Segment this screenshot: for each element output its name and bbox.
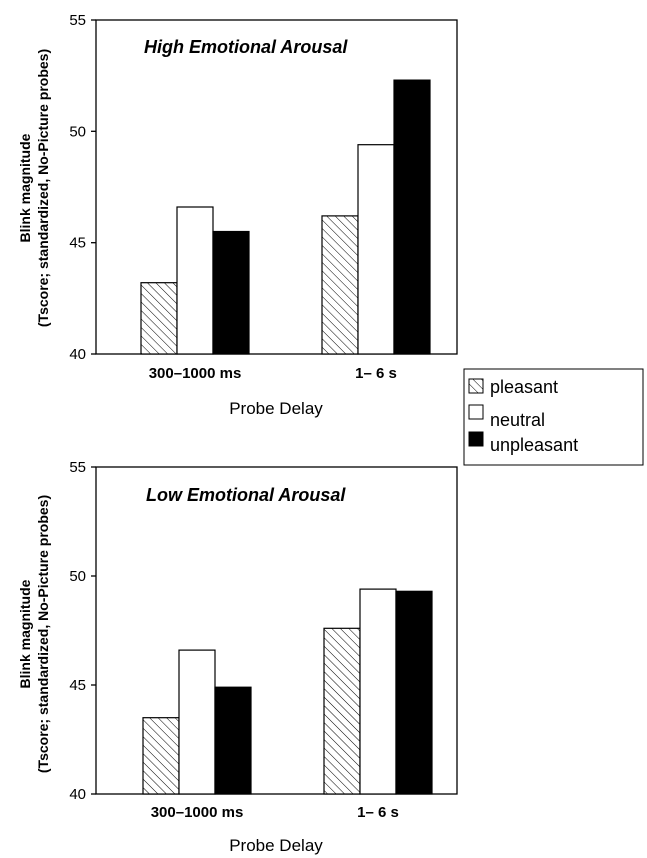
y-tick-label: 50	[69, 568, 86, 585]
legend-swatch-unpleasant	[468, 431, 484, 447]
bar-unpleasant-1-6s	[395, 590, 433, 795]
x-tick-label: 300–1000 ms	[151, 804, 244, 821]
x-tick-label: 1– 6 s	[355, 365, 397, 382]
x-axis-label: Probe Delay	[229, 836, 323, 855]
y-ticks	[91, 466, 96, 795]
chart-panel-high-arousal: Blink magnitude (Tscore; standardized, N…	[17, 12, 458, 418]
chart-panel-low-arousal: Blink magnitude (Tscore; standardized, N…	[17, 459, 458, 855]
y-ticks	[91, 19, 96, 355]
legend-frame	[463, 368, 644, 466]
legend-swatch-neutral	[468, 404, 484, 420]
x-tick-label: 300–1000 ms	[149, 365, 242, 382]
bar-neutral-300-1000ms	[178, 649, 216, 795]
plot-frame	[95, 466, 458, 795]
y-axis-label-line2: (Tscore; standardized, No-Picture probes…	[35, 495, 51, 773]
bar-neutral-1-6s	[357, 144, 395, 355]
y-axis-label-line1: Blink magnitude	[17, 133, 33, 242]
chart-title: Low Emotional Arousal	[146, 485, 346, 505]
y-axis-label-line2: (Tscore; standardized, No-Picture probes…	[35, 49, 51, 327]
y-tick-label: 45	[69, 235, 86, 252]
bar-unpleasant-300-1000ms	[214, 686, 252, 795]
y-tick-label: 40	[69, 786, 86, 803]
y-tick-label: 45	[69, 677, 86, 694]
legend-label-pleasant: pleasant	[490, 377, 558, 397]
x-tick-label: 1– 6 s	[357, 804, 399, 821]
legend-label-neutral: neutral	[490, 410, 545, 430]
bar-pleasant-1-6s	[323, 627, 361, 795]
y-axis-label-line1: Blink magnitude	[17, 579, 33, 688]
bar-neutral-300-1000ms	[176, 206, 214, 355]
bar-pleasant-300-1000ms	[142, 717, 180, 795]
bar-unpleasant-300-1000ms	[212, 230, 250, 355]
plot-frame	[95, 19, 458, 355]
y-tick-label: 40	[69, 346, 86, 363]
y-tick-label: 55	[69, 459, 86, 476]
chart-title: High Emotional Arousal	[144, 37, 348, 57]
legend: pleasant neutral unpleasant	[463, 368, 644, 466]
y-tick-label: 55	[69, 12, 86, 29]
x-axis-label: Probe Delay	[229, 399, 323, 418]
y-tick-label: 50	[69, 123, 86, 140]
bar-pleasant-300-1000ms	[140, 282, 178, 355]
legend-label-unpleasant: unpleasant	[490, 435, 578, 455]
bar-pleasant-1-6s	[321, 215, 359, 355]
legend-swatch-pleasant	[468, 378, 484, 394]
bar-unpleasant-1-6s	[393, 79, 431, 355]
bar-neutral-1-6s	[359, 588, 397, 795]
